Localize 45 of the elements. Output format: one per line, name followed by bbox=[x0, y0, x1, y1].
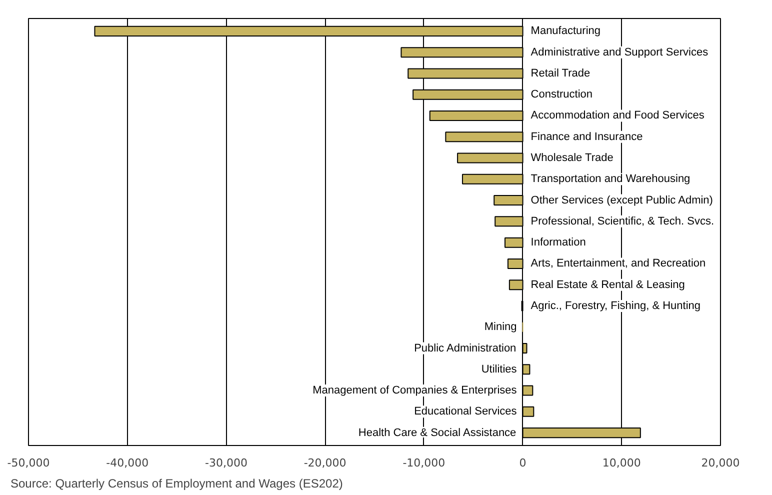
bar bbox=[504, 237, 524, 248]
x-tick-label: 10,000 bbox=[602, 456, 641, 470]
y-tick-label: Utilities bbox=[481, 363, 518, 376]
y-tick-label: Construction bbox=[530, 88, 593, 101]
x-tick-label: -10,000 bbox=[402, 456, 446, 470]
bar bbox=[412, 89, 524, 100]
y-tick-label: Other Services (except Public Admin) bbox=[530, 194, 713, 206]
x-tick-label: -50,000 bbox=[7, 456, 50, 470]
bar bbox=[457, 152, 524, 164]
bar bbox=[494, 216, 524, 227]
x-tick-label: 0 bbox=[519, 456, 526, 470]
x-tick-label: -20,000 bbox=[304, 456, 346, 470]
x-tick-label: -30,000 bbox=[204, 456, 248, 470]
bar bbox=[508, 280, 524, 290]
bar bbox=[445, 132, 524, 142]
y-tick-label: Arts, Entertainment, and Recreation bbox=[530, 258, 706, 270]
bar bbox=[522, 385, 534, 396]
y-tick-label: Public Administration bbox=[414, 342, 516, 354]
y-tick-label: Professional, Scientific, & Tech. Svcs. bbox=[530, 215, 714, 228]
bar bbox=[400, 47, 524, 58]
y-tick-label: Transportation and Warehousing bbox=[530, 173, 690, 186]
y-tick-label: Real Estate & Rental & Leasing bbox=[530, 278, 685, 291]
x-tick-label: 20,000 bbox=[701, 456, 740, 470]
y-tick-label: Mining bbox=[484, 321, 517, 334]
y-tick-label: Information bbox=[530, 236, 586, 249]
bar bbox=[522, 364, 530, 375]
bar bbox=[462, 174, 524, 184]
y-tick-label: Wholesale Trade bbox=[530, 152, 614, 164]
y-tick-label: Agric., Forestry, Fishing, & Hunting bbox=[530, 300, 701, 312]
y-tick-label: Management of Companies & Enterprises bbox=[312, 384, 518, 397]
bar bbox=[522, 343, 528, 354]
y-tick-label: Administrative and Support Services bbox=[530, 46, 709, 58]
y-tick-label: Educational Services bbox=[414, 406, 518, 418]
y-tick-label: Manufacturing bbox=[530, 25, 601, 38]
y-tick-label: Health Care & Social Assistance bbox=[358, 426, 516, 439]
y-tick-label: Retail Trade bbox=[530, 67, 590, 80]
bar bbox=[507, 258, 524, 269]
bar bbox=[522, 406, 534, 417]
bar bbox=[494, 195, 524, 206]
bar bbox=[408, 68, 524, 79]
x-tick-label: -40,000 bbox=[106, 456, 149, 470]
source-note: Source: Quarterly Census of Employment and Wages (ES202) bbox=[10, 476, 343, 490]
bar bbox=[429, 110, 524, 121]
y-tick-label: Accommodation and Food Services bbox=[530, 110, 705, 122]
y-tick-label: Finance and Insurance bbox=[530, 130, 643, 143]
